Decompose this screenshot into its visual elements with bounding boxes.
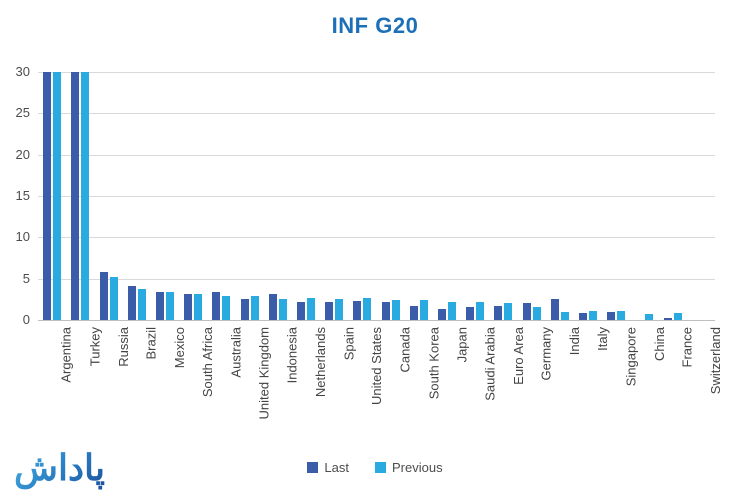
bar-last-japan bbox=[438, 309, 446, 320]
bar-previous-saudi-arabia bbox=[476, 302, 484, 320]
bar-last-united-kingdom bbox=[241, 299, 249, 320]
bar-last-saudi-arabia bbox=[466, 307, 474, 320]
bar-last-brazil bbox=[128, 286, 136, 320]
gridline-15 bbox=[38, 196, 715, 197]
x-axis-label-germany: Germany bbox=[538, 327, 554, 381]
bar-last-italy bbox=[579, 313, 587, 320]
bar-last-france bbox=[664, 318, 672, 320]
x-axis-label-italy: Italy bbox=[595, 327, 611, 351]
bar-previous-singapore bbox=[617, 311, 625, 320]
x-axis-label-south-korea: South Korea bbox=[425, 327, 441, 400]
bar-previous-brazil bbox=[138, 289, 146, 320]
x-axis-label-canada: Canada bbox=[397, 327, 413, 373]
bar-previous-euro-area bbox=[504, 303, 512, 320]
bar-last-south-korea bbox=[410, 306, 418, 320]
gridline-25 bbox=[38, 113, 715, 114]
y-axis-tick-30: 30 bbox=[15, 64, 30, 79]
x-axis-label-mexico: Mexico bbox=[171, 327, 187, 369]
x-axis-label-singapore: Singapore bbox=[623, 327, 639, 387]
y-axis-tick-10: 10 bbox=[15, 229, 30, 244]
x-axis-label-switzerland: Switzerland bbox=[707, 327, 723, 395]
bar-last-india bbox=[551, 299, 559, 320]
bar-previous-south-africa bbox=[194, 294, 202, 320]
x-axis-label-argentina: Argentina bbox=[59, 327, 75, 383]
x-axis-label-china: China bbox=[651, 327, 667, 361]
bar-last-netherlands bbox=[297, 302, 305, 320]
x-axis-label-turkey: Turkey bbox=[87, 327, 103, 367]
bar-previous-south-korea bbox=[420, 300, 428, 320]
legend-label-previous: Previous bbox=[392, 460, 443, 475]
bar-last-russia bbox=[100, 272, 108, 320]
legend: Last Previous bbox=[0, 460, 750, 475]
bar-last-mexico bbox=[156, 292, 164, 320]
x-axis-label-japan: Japan bbox=[454, 327, 470, 363]
gridline-30 bbox=[38, 72, 715, 73]
bar-previous-canada bbox=[392, 300, 400, 320]
bar-last-united-states bbox=[353, 301, 361, 320]
bar-last-australia bbox=[212, 292, 220, 320]
bar-last-indonesia bbox=[269, 294, 277, 320]
x-axis-label-united-states: United States bbox=[369, 327, 385, 406]
x-axis-label-france: France bbox=[679, 327, 695, 368]
bar-previous-china bbox=[645, 314, 653, 320]
gridline-5 bbox=[38, 279, 715, 280]
x-axis-label-india: India bbox=[566, 327, 582, 356]
bar-previous-argentina bbox=[53, 72, 61, 320]
gridline-20 bbox=[38, 155, 715, 156]
bar-previous-mexico bbox=[166, 292, 174, 320]
y-axis-tick-5: 5 bbox=[22, 271, 30, 286]
chart-title: INF G20 bbox=[331, 13, 419, 38]
bar-last-turkey bbox=[71, 72, 79, 320]
bar-last-canada bbox=[382, 302, 390, 320]
bar-previous-united-states bbox=[363, 298, 371, 320]
bar-previous-indonesia bbox=[279, 299, 287, 320]
bar-last-south-africa bbox=[184, 294, 192, 320]
bar-previous-japan bbox=[448, 302, 456, 320]
bar-last-spain bbox=[325, 302, 333, 320]
legend-swatch-last bbox=[307, 462, 319, 473]
bar-previous-spain bbox=[335, 299, 343, 320]
x-axis-label-saudi-arabia: Saudi Arabia bbox=[482, 327, 498, 401]
legend-item-previous: Previous bbox=[375, 460, 443, 475]
bar-last-argentina bbox=[43, 72, 51, 320]
x-axis-label-australia: Australia bbox=[228, 327, 244, 378]
x-axis-label-spain: Spain bbox=[341, 327, 357, 361]
bar-previous-italy bbox=[589, 311, 597, 320]
bar-last-germany bbox=[523, 303, 531, 320]
gridline-10 bbox=[38, 237, 715, 238]
bar-previous-india bbox=[561, 312, 569, 320]
legend-label-last: Last bbox=[324, 460, 349, 475]
bar-previous-turkey bbox=[81, 72, 89, 320]
x-axis-label-euro-area: Euro Area bbox=[510, 327, 526, 385]
y-axis-tick-15: 15 bbox=[15, 188, 30, 203]
y-axis-tick-0: 0 bbox=[22, 312, 30, 327]
x-axis-label-netherlands: Netherlands bbox=[312, 327, 328, 398]
y-axis-tick-20: 20 bbox=[15, 147, 30, 162]
legend-swatch-previous bbox=[375, 462, 386, 473]
legend-item-last: Last bbox=[307, 460, 349, 475]
x-axis-label-brazil: Brazil bbox=[143, 327, 159, 360]
bar-previous-australia bbox=[222, 296, 230, 320]
x-axis-label-russia: Russia bbox=[115, 327, 131, 367]
x-axis-label-indonesia: Indonesia bbox=[284, 327, 300, 384]
x-axis-label-united-kingdom: United Kingdom bbox=[256, 327, 272, 420]
bar-previous-germany bbox=[533, 307, 541, 320]
bar-last-singapore bbox=[607, 312, 615, 320]
padash-watermark-logo: پاداش bbox=[14, 444, 105, 492]
bar-previous-russia bbox=[110, 277, 118, 320]
bar-previous-france bbox=[674, 313, 682, 320]
x-axis-line bbox=[38, 320, 715, 321]
bar-last-euro-area bbox=[494, 306, 502, 320]
bar-previous-united-kingdom bbox=[251, 296, 259, 320]
bar-previous-netherlands bbox=[307, 298, 315, 320]
x-axis-label-south-africa: South Africa bbox=[200, 327, 216, 398]
y-axis-tick-25: 25 bbox=[15, 105, 30, 120]
